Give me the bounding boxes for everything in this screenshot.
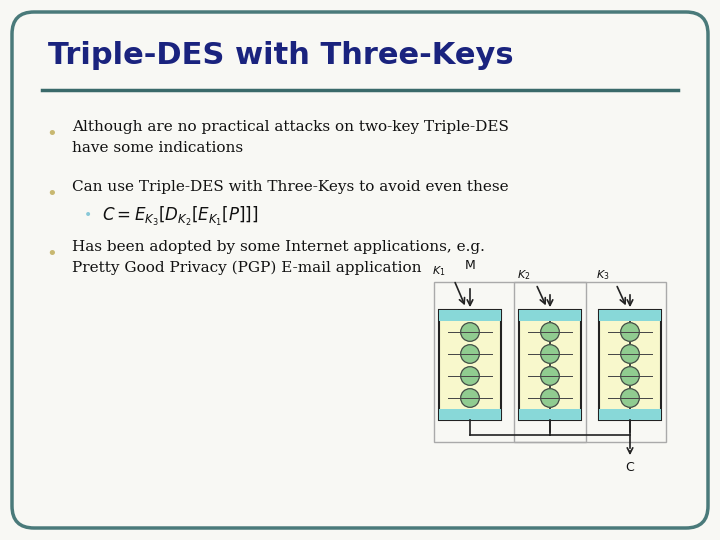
Bar [519,409,581,420]
Bar [439,409,501,420]
Circle shape [461,367,480,386]
Text: $C = E_{K_3}[D_{K_2}[E_{K_1}[P]]]$: $C = E_{K_3}[D_{K_2}[E_{K_1}[P]]]$ [102,205,258,228]
Text: Although are no practical attacks on two-key Triple-DES
have some indications: Although are no practical attacks on two… [72,120,509,154]
Text: •: • [47,185,58,203]
Circle shape [541,389,559,407]
Text: $K_1$: $K_1$ [433,264,446,278]
Bar [599,310,661,420]
Circle shape [621,389,639,407]
Circle shape [621,345,639,363]
Text: $K_3$: $K_3$ [596,268,610,282]
Text: •: • [84,208,92,222]
Circle shape [621,367,639,386]
Bar [519,310,581,321]
Circle shape [461,389,480,407]
Circle shape [541,323,559,341]
FancyBboxPatch shape [12,12,708,528]
Circle shape [541,367,559,386]
Text: $K_2$: $K_2$ [516,268,530,282]
Bar [439,310,501,420]
Text: •: • [47,125,58,143]
Text: Can use Triple-DES with Three-Keys to avoid even these: Can use Triple-DES with Three-Keys to av… [72,180,508,194]
Circle shape [541,345,559,363]
Circle shape [461,323,480,341]
Text: M: M [464,259,475,272]
Circle shape [621,323,639,341]
Bar [519,310,581,420]
Text: C: C [626,461,634,474]
Circle shape [461,345,480,363]
Bar [439,310,501,321]
Bar [599,310,661,321]
Bar [599,409,661,420]
Text: Triple-DES with Three-Keys: Triple-DES with Three-Keys [48,41,513,70]
Text: •: • [47,245,58,263]
Text: Has been adopted by some Internet applications, e.g.
Pretty Good Privacy (PGP) E: Has been adopted by some Internet applic… [72,240,485,275]
